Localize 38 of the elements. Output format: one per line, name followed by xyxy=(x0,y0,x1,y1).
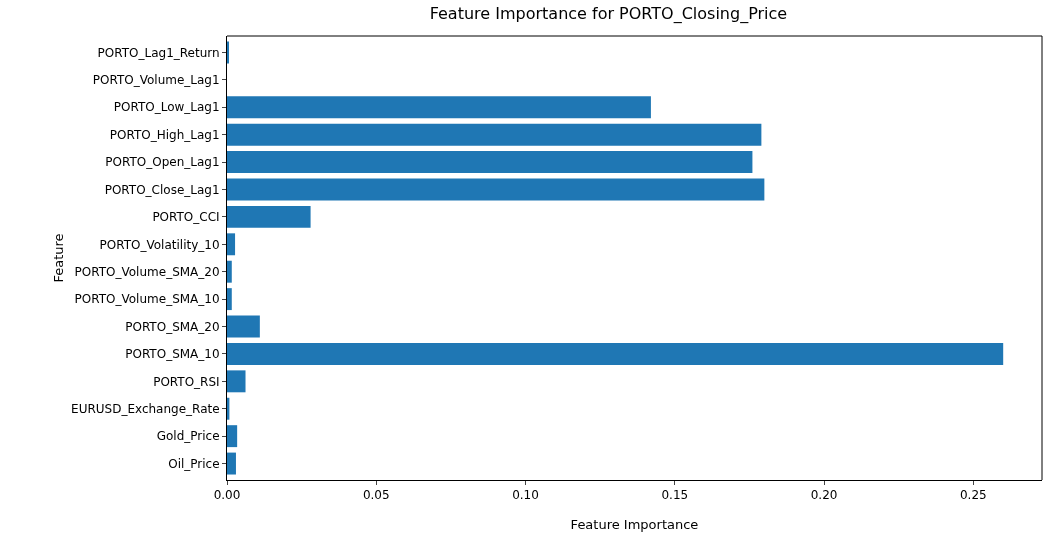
bar xyxy=(227,151,753,174)
bar xyxy=(227,452,236,475)
bar xyxy=(227,205,311,228)
y-tick-label: Oil_Price xyxy=(168,456,220,471)
x-tick-label: 0.05 xyxy=(362,488,390,503)
bar xyxy=(227,370,246,393)
y-tick-label: PORTO_RSI xyxy=(153,374,220,389)
bar xyxy=(227,260,232,283)
bar xyxy=(227,342,1004,365)
y-axis-title: Feature xyxy=(51,233,67,283)
y-tick-label: PORTO_Close_Lag1 xyxy=(104,182,220,197)
x-tick-label: 0.15 xyxy=(661,488,689,503)
bar xyxy=(227,178,765,201)
y-tick-label: EURUSD_Exchange_Rate xyxy=(71,401,220,416)
x-tick-label: 0.00 xyxy=(213,488,241,503)
bar xyxy=(227,233,236,256)
bar xyxy=(227,288,232,311)
chart-title: Feature Importance for PORTO_Closing_Price xyxy=(429,4,788,25)
y-tick-label: Gold_Price xyxy=(156,429,220,444)
y-tick-label: PORTO_Volume_SMA_10 xyxy=(74,292,220,307)
y-tick-label: PORTO_Open_Lag1 xyxy=(105,155,220,170)
y-tick-label: PORTO_SMA_20 xyxy=(125,319,220,334)
x-tick-label: 0.25 xyxy=(959,488,987,503)
bar xyxy=(227,123,762,146)
bar xyxy=(227,315,260,338)
y-tick-label: PORTO_Lag1_Return xyxy=(97,45,220,60)
y-tick-label: PORTO_Volume_SMA_20 xyxy=(74,264,220,279)
y-tick-label: PORTO_CCI xyxy=(152,210,220,225)
y-tick-label: PORTO_SMA_10 xyxy=(125,347,220,362)
bar xyxy=(227,96,651,119)
bar xyxy=(227,425,238,448)
y-tick-label: PORTO_Volatility_10 xyxy=(99,237,220,252)
x-tick-label: 0.10 xyxy=(512,488,539,503)
x-tick-label: 0.20 xyxy=(810,488,838,503)
y-tick-label: PORTO_Low_Lag1 xyxy=(113,100,220,115)
y-tick-label: PORTO_High_Lag1 xyxy=(109,127,220,142)
x-axis-title: Feature Importance xyxy=(570,517,699,532)
y-tick-label: PORTO_Volume_Lag1 xyxy=(92,73,220,88)
